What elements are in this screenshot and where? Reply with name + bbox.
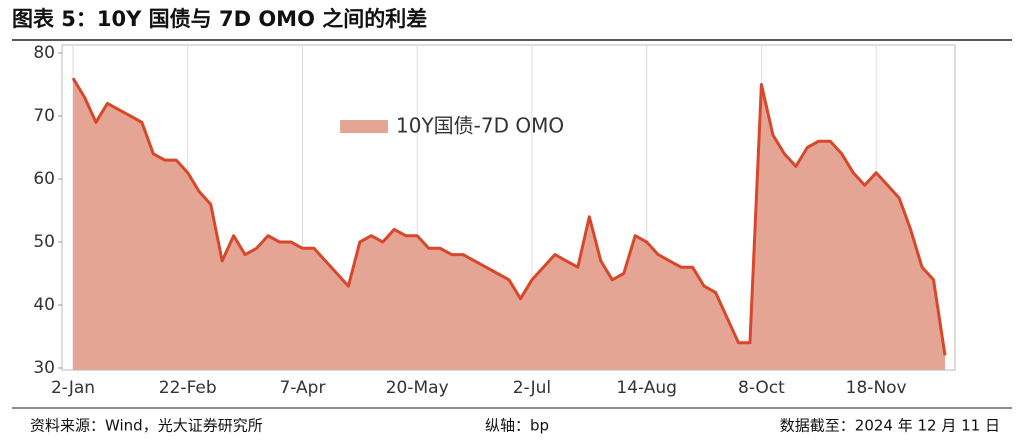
x-tick-label: 20-May: [386, 378, 449, 398]
y-tick-label: 50: [33, 232, 55, 252]
x-tick-label: 14-Aug: [616, 378, 677, 398]
legend-label: 10Y国债-7D OMO: [396, 114, 564, 138]
y-tick-label: 30: [33, 358, 55, 378]
x-tick-label: 22-Feb: [159, 378, 217, 398]
y-tick-label: 70: [33, 106, 55, 126]
x-tick-label: 2-Jan: [51, 378, 95, 398]
x-tick-label: 7-Apr: [279, 378, 325, 398]
legend-swatch: [340, 120, 388, 133]
y-tick-label: 80: [33, 43, 55, 63]
area: [73, 78, 945, 370]
line: [71, 77, 947, 356]
x-tick-label: 2-Jul: [513, 378, 551, 398]
y-tick-label: 40: [33, 295, 55, 315]
axis-note: 纵轴：bp: [485, 417, 549, 435]
x-tick-label: 8-Oct: [738, 378, 785, 398]
y-tick-label: 60: [33, 169, 55, 189]
x-tick-label: 18-Nov: [846, 378, 907, 398]
source-note: 资料来源：Wind，光大证券研究所: [30, 417, 263, 435]
chart-title: 图表 5：10Y 国债与 7D OMO 之间的利差: [12, 7, 427, 31]
date-note: 数据截至：2024 年 12 月 11 日: [780, 417, 1000, 435]
